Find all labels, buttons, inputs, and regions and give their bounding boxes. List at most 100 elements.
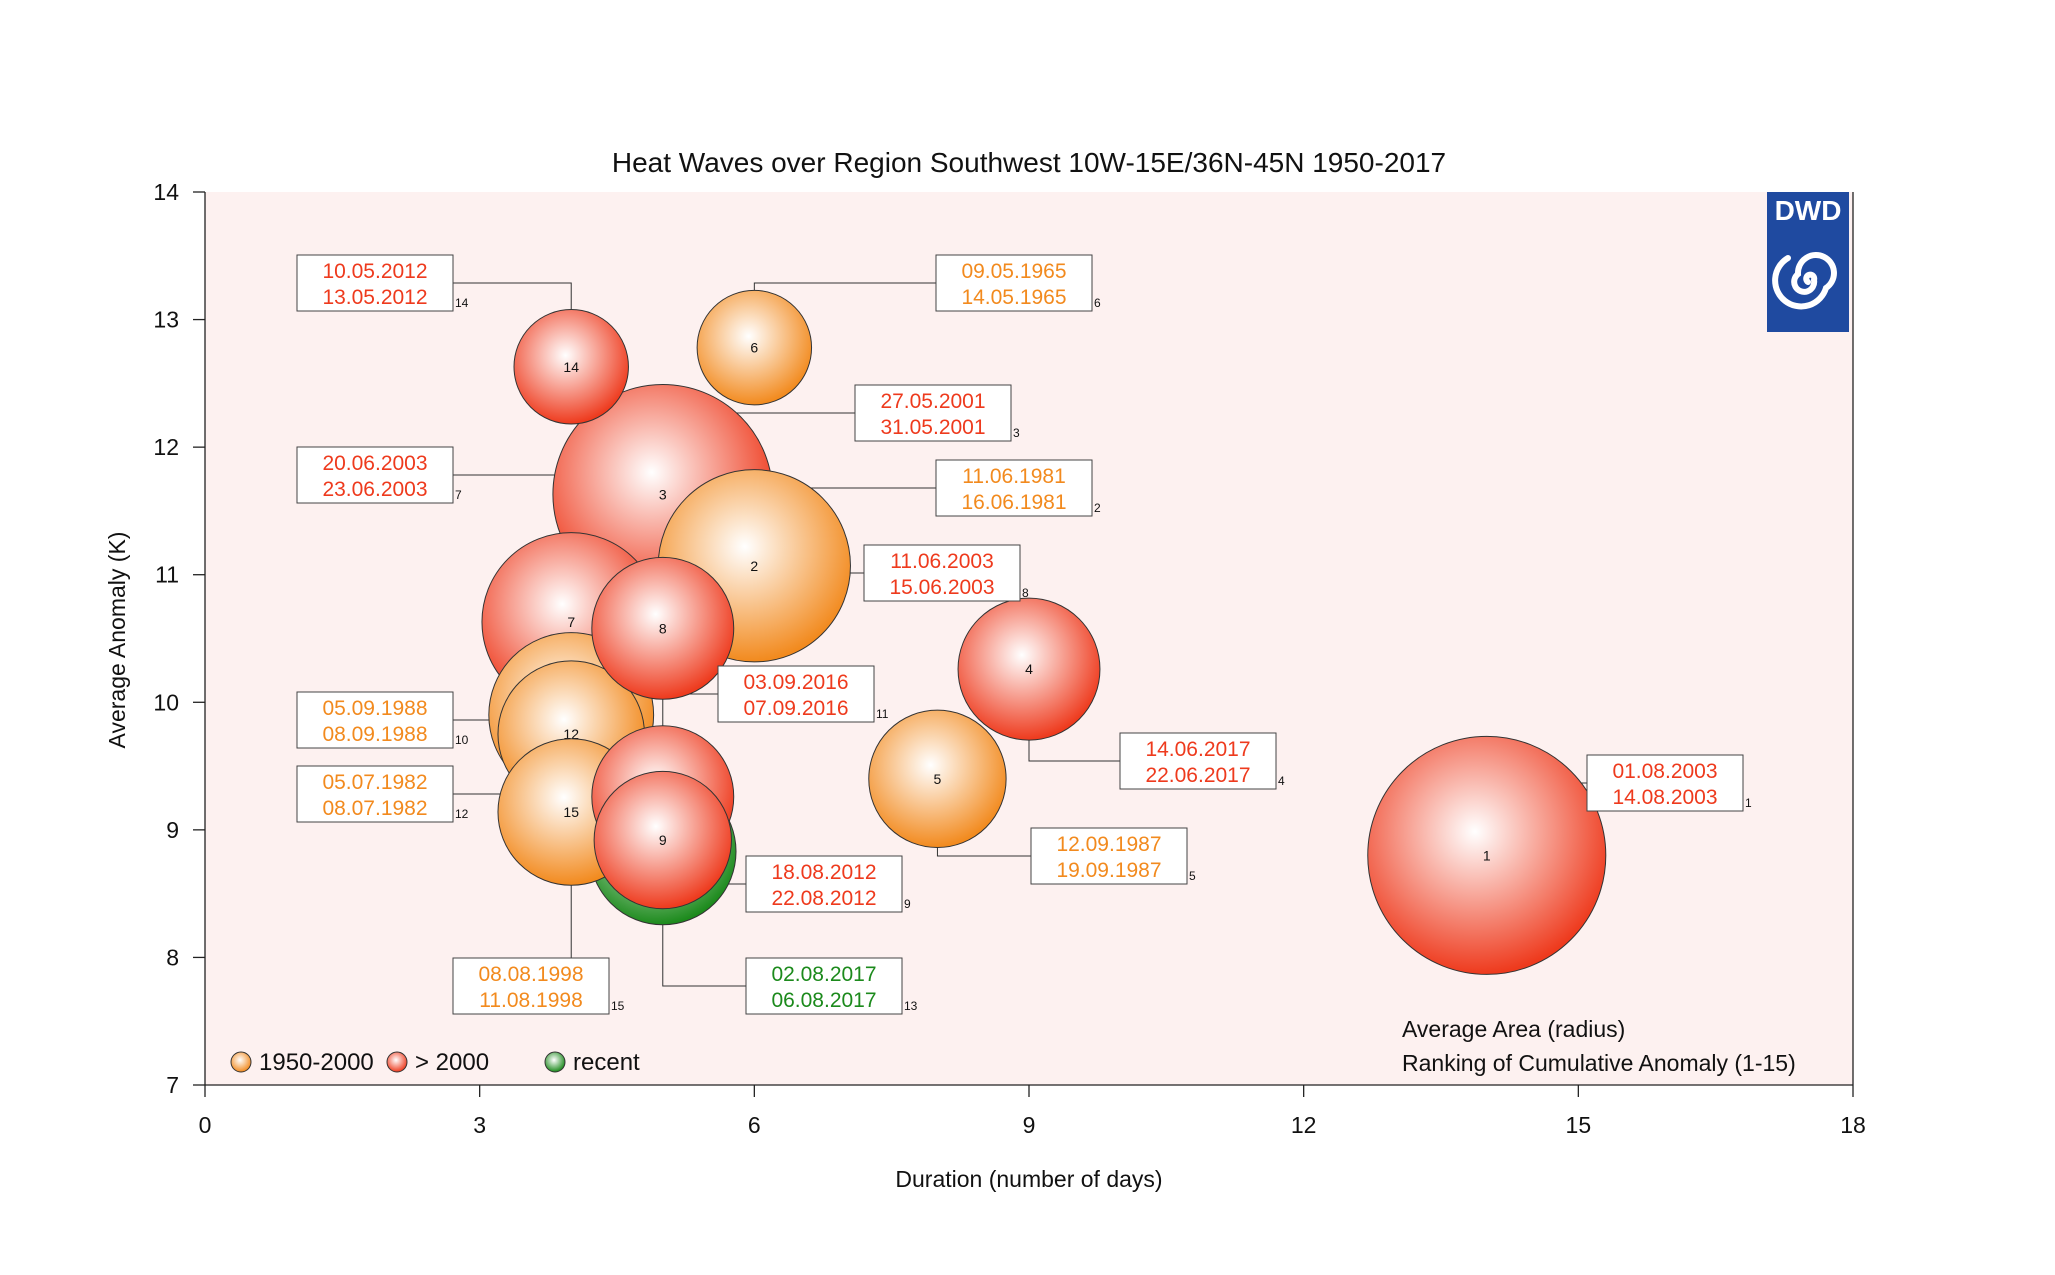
- legend-swatch-recent: [544, 1051, 566, 1073]
- date-box-frame: [935, 254, 1093, 312]
- bubble-rank-label: 6: [750, 340, 758, 356]
- y-ticks-layer: 7 8 9 10 11 12 13 14: [153, 179, 205, 1098]
- date-box-10: 05.09.1988 08.09.1988 10: [296, 691, 469, 749]
- date-end: 16.06.1981: [961, 491, 1066, 514]
- bubble-1: [1367, 735, 1607, 975]
- x-tick-label: 15: [1566, 1112, 1592, 1138]
- bubble-rank-label: 2: [750, 558, 758, 574]
- x-tick-label: 12: [1291, 1112, 1317, 1138]
- date-box-frame: [854, 384, 1012, 442]
- info-annotations: Average Area (radius) Ranking of Cumulat…: [1402, 1016, 1796, 1076]
- date-end: 06.08.2017: [771, 989, 876, 1012]
- x-tick-label: 9: [1023, 1112, 1036, 1138]
- date-box-frame: [452, 957, 610, 1015]
- date-box-9: 18.08.2012 22.08.2012 9: [745, 855, 911, 913]
- date-box-frame: [717, 665, 875, 723]
- date-end: 23.06.2003: [322, 478, 427, 501]
- y-tick-label: 9: [166, 817, 179, 843]
- date-end: 11.08.1998: [479, 989, 583, 1012]
- date-box-8: 11.06.2003 15.06.2003 8: [863, 544, 1029, 602]
- date-start: 14.06.2017: [1145, 738, 1250, 761]
- date-start: 01.08.2003: [1612, 760, 1717, 783]
- date-start: 03.09.2016: [743, 671, 848, 694]
- annotation-ranking: Ranking of Cumulative Anomaly (1-15): [1402, 1050, 1796, 1076]
- y-tick-label: 11: [155, 562, 179, 588]
- date-box-2: 11.06.1981 16.06.1981 2: [935, 459, 1101, 517]
- bubble-rank-label: 1: [1483, 847, 1491, 863]
- x-tick-label: 3: [473, 1112, 486, 1138]
- date-box-1: 01.08.2003 14.08.2003 1: [1586, 754, 1752, 812]
- date-box-rank: 2: [1094, 501, 1101, 515]
- date-box-rank: 5: [1189, 869, 1196, 883]
- date-box-11: 03.09.2016 07.09.2016 11: [717, 665, 889, 723]
- date-box-frame: [1030, 827, 1188, 885]
- date-box-frame: [1119, 732, 1277, 790]
- date-box-rank: 1: [1745, 796, 1752, 810]
- date-start: 08.08.1998: [478, 963, 583, 986]
- legend-label-1950-2000: 1950-2000: [259, 1049, 374, 1076]
- date-box-rank: 10: [455, 733, 469, 747]
- date-box-frame: [1586, 754, 1744, 812]
- date-start: 05.09.1988: [322, 697, 427, 720]
- date-box-rank: 12: [455, 807, 469, 821]
- date-box-rank: 11: [876, 707, 889, 721]
- bubble-rank-label: 12: [563, 726, 579, 742]
- date-end: 13.05.2012: [322, 286, 427, 309]
- date-box-rank: 3: [1013, 426, 1020, 440]
- date-box-rank: 7: [455, 488, 462, 502]
- x-tick-label: 0: [199, 1112, 212, 1138]
- date-start: 09.05.1965: [961, 260, 1066, 283]
- date-box-frame: [745, 855, 903, 913]
- bubble-4: [957, 597, 1101, 741]
- x-tick-label: 6: [748, 1112, 761, 1138]
- bubble-rank-label: 4: [1025, 661, 1033, 677]
- bubble-rank-label: 3: [659, 486, 667, 502]
- date-box-3: 27.05.2001 31.05.2001 3: [854, 384, 1020, 442]
- date-end: 22.08.2012: [771, 887, 876, 910]
- date-box-rank: 4: [1278, 774, 1285, 788]
- bubble-rank-label: 15: [563, 804, 579, 820]
- date-end: 14.08.2003: [1612, 786, 1717, 809]
- date-box-5: 12.09.1987 19.09.1987 5: [1030, 827, 1196, 885]
- x-tick-label: 18: [1840, 1112, 1866, 1138]
- date-end: 08.09.1988: [322, 723, 427, 746]
- date-end: 08.07.1982: [322, 797, 427, 820]
- bubble-rank-label: 7: [567, 614, 575, 630]
- bubble-5: [868, 709, 1007, 848]
- y-tick-label: 8: [166, 944, 179, 970]
- date-box-frame: [296, 254, 454, 312]
- date-end: 31.05.2001: [880, 416, 985, 439]
- chart-title: Heat Waves over Region Southwest 10W-15E…: [612, 147, 1446, 178]
- date-box-4: 14.06.2017 22.06.2017 4: [1119, 732, 1285, 790]
- date-box-7: 20.06.2003 23.06.2003 7: [296, 446, 462, 504]
- label-boxes-layer: 01.08.2003 14.08.2003 1 11.06.1981 16.06.198…: [296, 254, 1752, 1015]
- legend-swatch-1950-2000: [230, 1051, 252, 1073]
- dwd-logo: DWD: [1767, 192, 1849, 332]
- date-box-6: 09.05.1965 14.05.1965 6: [935, 254, 1101, 312]
- date-box-rank: 13: [904, 999, 918, 1013]
- date-end: 14.05.1965: [961, 286, 1066, 309]
- legend-swatch-gt2000: [386, 1051, 408, 1073]
- date-start: 18.08.2012: [771, 861, 876, 884]
- date-end: 15.06.2003: [889, 576, 994, 599]
- date-box-rank: 15: [611, 999, 625, 1013]
- date-box-13: 02.08.2017 06.08.2017 13: [745, 957, 918, 1015]
- date-box-frame: [296, 446, 454, 504]
- date-box-rank: 6: [1094, 296, 1101, 310]
- bubble-rank-label: 8: [659, 620, 667, 636]
- date-start: 12.09.1987: [1056, 833, 1161, 856]
- bubble-rank-label: 5: [934, 771, 942, 787]
- y-axis-label: Average Anomaly (K): [104, 532, 130, 749]
- bubble-8: [591, 556, 735, 700]
- y-tick-label: 12: [153, 434, 179, 460]
- date-box-12: 05.07.1982 08.07.1982 12: [296, 765, 469, 823]
- bubble-rank-label: 14: [563, 359, 579, 375]
- date-box-frame: [935, 459, 1093, 517]
- y-tick-label: 13: [153, 307, 179, 333]
- y-tick-label: 7: [166, 1072, 179, 1098]
- date-box-15: 08.08.1998 11.08.1998 15: [452, 957, 625, 1015]
- y-tick-label: 10: [153, 689, 179, 715]
- date-end: 22.06.2017: [1145, 764, 1250, 787]
- bubble-6: [696, 289, 813, 406]
